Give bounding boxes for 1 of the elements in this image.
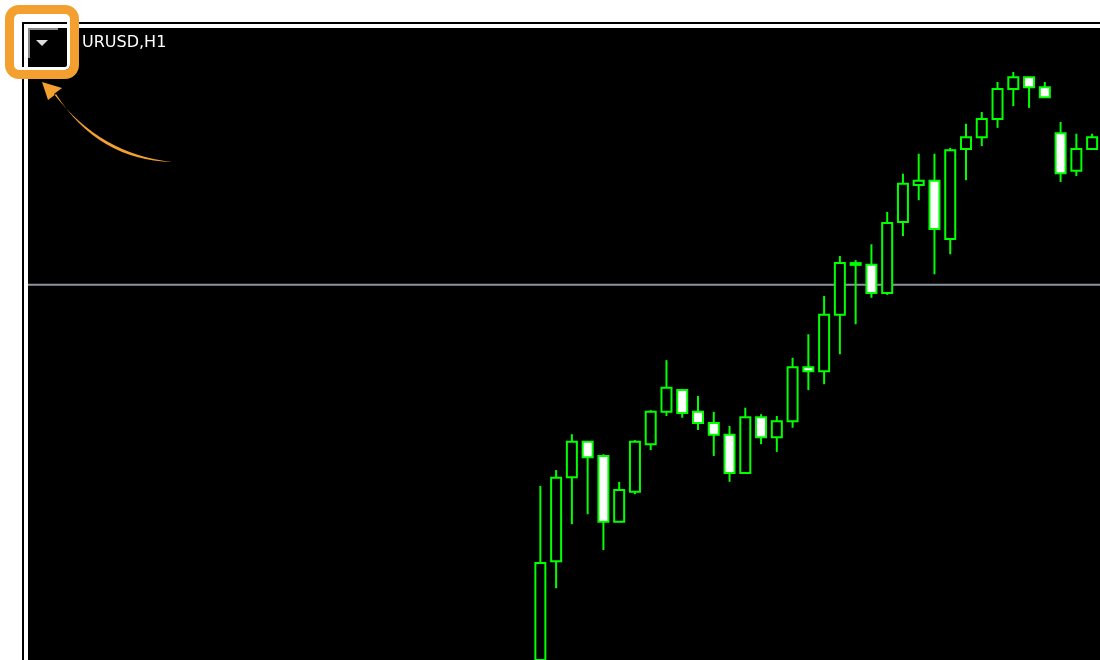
chart-title: URUSD,H1 — [82, 32, 167, 51]
